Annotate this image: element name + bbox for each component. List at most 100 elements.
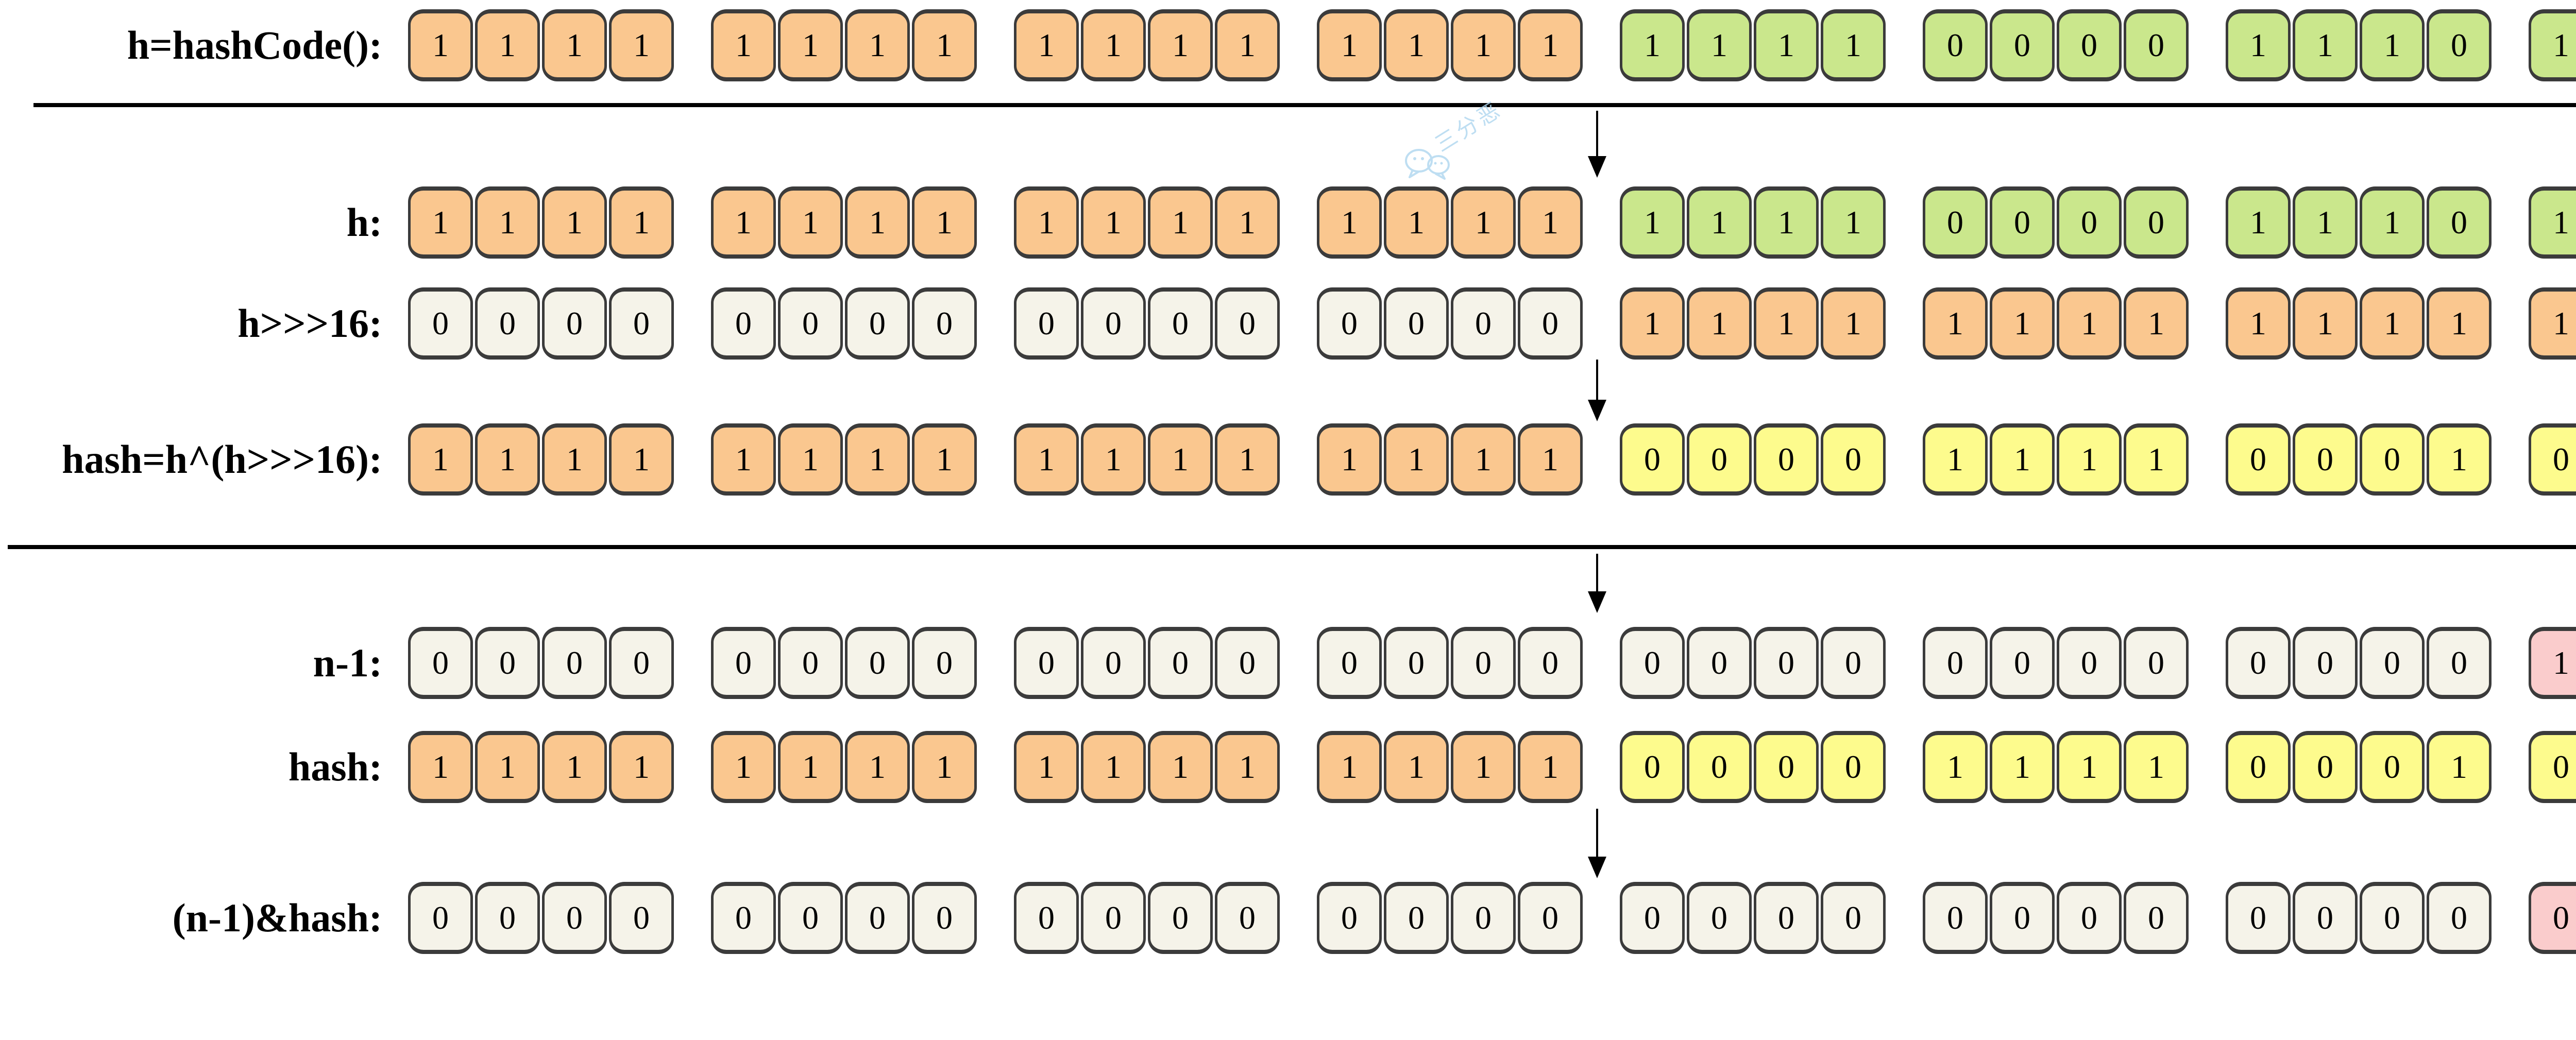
bit-box: 0 — [1620, 423, 1685, 496]
bit-box: 1 — [1317, 186, 1382, 259]
bit-box: 0 — [1384, 627, 1449, 699]
bit-box: 0 — [1148, 287, 1213, 360]
bit-box: 0 — [1317, 287, 1382, 360]
bit-box: 0 — [609, 627, 674, 699]
bit-box: 0 — [1923, 882, 1988, 954]
bit-box: 0 — [2293, 882, 2358, 954]
bit-box: 1 — [1014, 423, 1079, 496]
bit-box: 0 — [1821, 731, 1886, 803]
bit-box: 1 — [2360, 9, 2425, 81]
bit-box: 0 — [2427, 9, 2492, 81]
bit-box: 1 — [408, 423, 473, 496]
bit-box: 0 — [1148, 627, 1213, 699]
bit-box: 1 — [1317, 9, 1382, 81]
bit-box: 1 — [1687, 287, 1752, 360]
bit-box: 1 — [1821, 9, 1886, 81]
bit-box: 0 — [2057, 9, 2122, 81]
bit-box: 1 — [1317, 731, 1382, 803]
bit-box: 0 — [1317, 882, 1382, 954]
bit-box: 1 — [1215, 186, 1280, 259]
bit-box: 0 — [2057, 882, 2122, 954]
bit-box: 1 — [2427, 423, 2492, 496]
bit-box: 0 — [778, 287, 843, 360]
bit-box: 1 — [711, 186, 776, 259]
divider-line-2 — [8, 545, 2576, 549]
bit-box: 0 — [542, 882, 607, 954]
bit-box: 1 — [475, 9, 540, 81]
bit-box: 0 — [912, 627, 977, 699]
bit-box: 1 — [408, 9, 473, 81]
bit-box: 0 — [1821, 882, 1886, 954]
bit-box: 1 — [2057, 287, 2122, 360]
bit-box: 0 — [542, 287, 607, 360]
bit-box: 0 — [2427, 627, 2492, 699]
bit-box: 0 — [2226, 882, 2291, 954]
bit-box: 1 — [475, 423, 540, 496]
bit-box: 1 — [912, 186, 977, 259]
bit-box: 1 — [1687, 186, 1752, 259]
row-label-index-and: (n-1)&hash: — [172, 895, 382, 940]
bit-box: 1 — [845, 186, 910, 259]
bit-box: 0 — [2360, 627, 2425, 699]
row-label-hash-xor: hash=h^(h>>>16): — [62, 437, 382, 482]
bit-row-index-and: 00000000000000000000000000000101 — [408, 882, 2576, 954]
bit-box: 1 — [1990, 287, 2055, 360]
bit-box: 1 — [2124, 287, 2189, 360]
bit-row-h: 11111111111111111111000011101010 — [408, 186, 2576, 259]
bit-box: 0 — [1215, 287, 1280, 360]
bit-box: 0 — [2427, 882, 2492, 954]
bit-box: 0 — [1317, 627, 1382, 699]
bit-row-hash: 11111111111111110000111100010101 — [408, 731, 2576, 803]
bit-box: 0 — [2057, 627, 2122, 699]
bit-box: 1 — [1081, 186, 1146, 259]
bit-box: 0 — [711, 627, 776, 699]
bit-box: 0 — [2057, 186, 2122, 259]
bit-box: 0 — [1014, 287, 1079, 360]
bit-box: 0 — [475, 882, 540, 954]
bit-box: 0 — [1215, 627, 1280, 699]
bit-box: 0 — [1923, 9, 1988, 81]
bit-box: 1 — [778, 9, 843, 81]
bit-box: 0 — [1620, 627, 1685, 699]
bit-box: 1 — [1990, 423, 2055, 496]
bit-box: 0 — [1687, 423, 1752, 496]
bit-box: 0 — [2360, 731, 2425, 803]
bit-box: 1 — [542, 186, 607, 259]
bit-box: 0 — [1620, 882, 1685, 954]
bit-box: 0 — [609, 287, 674, 360]
bit-box: 0 — [1754, 423, 1819, 496]
bit-box: 1 — [2057, 423, 2122, 496]
bit-box: 0 — [1990, 627, 2055, 699]
bit-box: 1 — [1148, 423, 1213, 496]
bit-box: 0 — [2226, 627, 2291, 699]
bit-box: 1 — [1215, 423, 1280, 496]
bit-box: 1 — [2226, 287, 2291, 360]
bit-box: 1 — [542, 731, 607, 803]
bit-box: 0 — [845, 882, 910, 954]
bit-box: 0 — [2293, 423, 2358, 496]
bit-box: 0 — [1148, 882, 1213, 954]
row-label-hash: hash: — [288, 744, 382, 789]
bit-box: 0 — [1518, 882, 1583, 954]
bit-box: 1 — [1923, 423, 1988, 496]
